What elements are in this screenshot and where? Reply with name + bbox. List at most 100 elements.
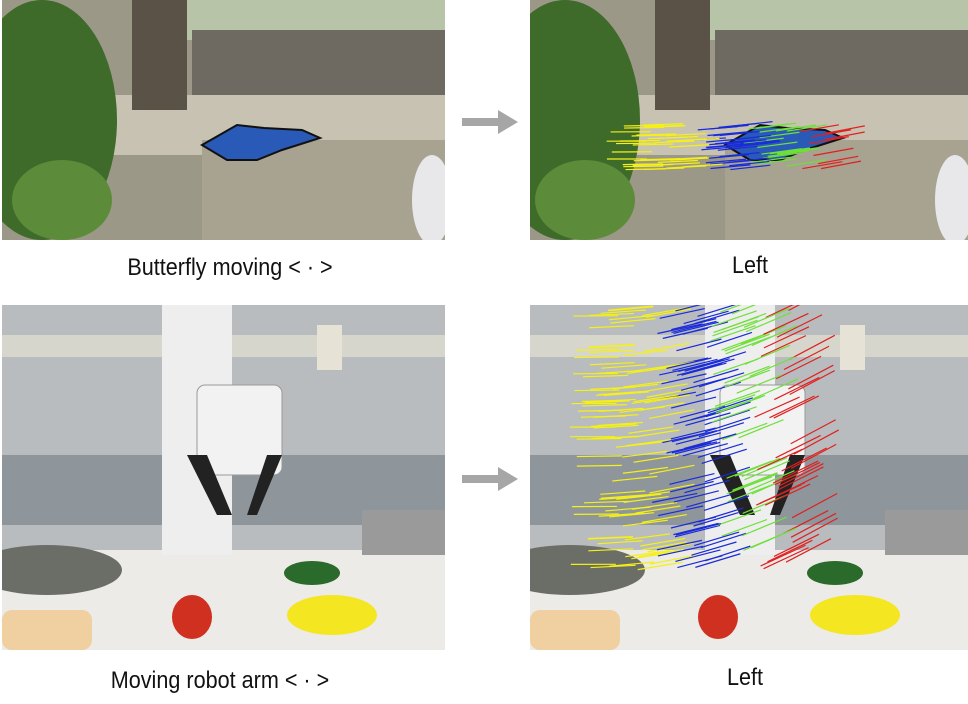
flow-vector (682, 163, 723, 168)
flow-vector (698, 507, 744, 523)
flow-vector (691, 541, 737, 556)
flow-vector (689, 358, 735, 373)
flow-vector (751, 156, 792, 163)
flow-vector (656, 539, 703, 551)
flow-vector (657, 323, 703, 335)
flow-vector (765, 305, 794, 319)
flow-vector (608, 314, 654, 321)
flow-vector (615, 441, 662, 448)
flow-vector (694, 309, 740, 325)
flow-vector (593, 414, 639, 418)
flow-vector (658, 505, 704, 517)
flow-vector (637, 561, 683, 571)
flow-vector (763, 326, 810, 349)
butterfly-input-image (2, 0, 445, 240)
flow-vector (763, 547, 809, 570)
flow-vector (674, 524, 721, 538)
flow-vector (773, 395, 820, 419)
flow-vector (686, 494, 732, 508)
flow-vector (619, 139, 660, 142)
flow-vector (598, 512, 644, 517)
flow-vector (600, 490, 646, 495)
flow-vector (705, 158, 746, 164)
flow-vector (587, 536, 633, 540)
robot-arm-flow-output-image (530, 305, 968, 650)
flow-vector (665, 132, 706, 137)
flow-vector (743, 307, 790, 328)
flow-vector (734, 457, 781, 477)
flow-vector (632, 501, 678, 510)
flow-vector (749, 356, 795, 377)
flow-vector (590, 564, 636, 569)
flow-vector (757, 141, 798, 149)
flow-vector (772, 460, 819, 484)
flow-vector (722, 422, 768, 441)
flow-vector (670, 427, 716, 440)
flow-vector (669, 472, 715, 485)
flow-vector (589, 361, 635, 366)
flow-vector (684, 479, 730, 494)
flow-vector (591, 435, 637, 440)
flow-vector (654, 140, 695, 144)
flow-vector (643, 342, 689, 353)
flow-vector (642, 383, 688, 393)
flow-vector (757, 448, 803, 471)
flow-vector (575, 348, 621, 351)
flow-vector (697, 442, 744, 459)
flow-vector (598, 407, 644, 413)
flow-vector (695, 553, 741, 568)
flow-vector (600, 309, 646, 314)
flow-vector (773, 533, 820, 558)
flow-vector (641, 541, 687, 551)
flow-vector (713, 316, 759, 334)
flow-vector (671, 429, 718, 443)
flow-vector (721, 519, 768, 537)
flow-vector (745, 312, 792, 333)
flow-vector (753, 378, 799, 400)
flow-vector (786, 124, 827, 132)
flow-vector (622, 519, 668, 527)
right-arrow-icon (462, 110, 518, 134)
flow-vector (775, 434, 821, 459)
flow-vector (675, 549, 721, 563)
flow-vector (675, 432, 721, 445)
flow-vector (640, 537, 686, 547)
flow-vector (671, 320, 717, 333)
flow-vector (751, 325, 798, 347)
flow-vector (622, 450, 668, 458)
flow-vector (710, 394, 756, 411)
flow-vector (600, 494, 646, 499)
flow-vector (785, 159, 827, 167)
flow-vector (824, 131, 865, 141)
flow-vector (597, 540, 643, 545)
flow-vector (589, 325, 635, 329)
flow-vector (666, 138, 707, 142)
flow-vector (711, 406, 757, 423)
flow-vector (782, 509, 829, 535)
flow-vector (728, 157, 769, 163)
flow-vector (724, 333, 770, 352)
flow-vector (644, 394, 690, 404)
flow-vector (672, 358, 718, 372)
flow-vector (730, 164, 771, 171)
flow-vector (749, 470, 795, 491)
flow-vector (622, 349, 668, 357)
flow-vector (588, 344, 634, 349)
flow-vector (684, 358, 730, 372)
flow-vector (671, 318, 717, 331)
flow-vector (774, 461, 821, 486)
flow-vector (626, 366, 673, 374)
flow-vector (756, 158, 797, 165)
flow-vector (588, 548, 634, 552)
flow-vector (719, 152, 760, 158)
flow-vector (642, 307, 688, 317)
flow-vector (610, 318, 656, 324)
flow-vector (774, 376, 820, 401)
flow-vector (625, 491, 671, 499)
flow-vector (635, 505, 681, 514)
flow-vector (727, 483, 773, 503)
flow-vector (756, 484, 802, 506)
flow-vector (789, 370, 835, 396)
flow-vector (625, 439, 671, 447)
flow-vector (724, 365, 770, 384)
